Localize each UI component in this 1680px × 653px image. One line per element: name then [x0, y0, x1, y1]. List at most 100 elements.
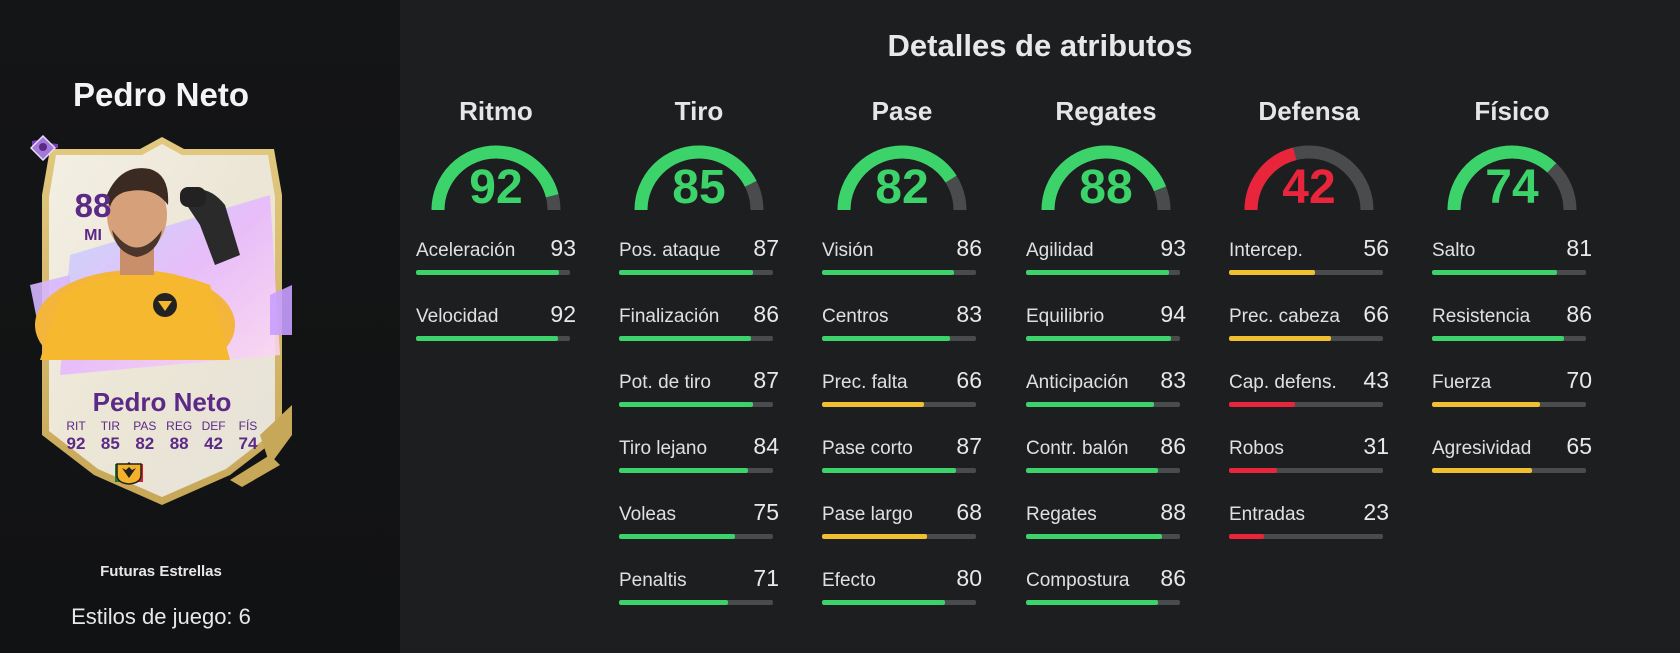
- attribute-row: Entradas 23: [1229, 492, 1389, 558]
- playstyles-count[interactable]: Estilos de juego: 6: [71, 604, 251, 629]
- attribute-row: Efecto 80: [822, 558, 982, 624]
- attribute-value: 75: [753, 499, 779, 525]
- attribute-bar-fill: [619, 336, 752, 341]
- attribute-column-1: Tiro 85 Pos. ataque 87 Finalización 86 P…: [619, 96, 779, 624]
- card-position: MI: [84, 227, 102, 244]
- attribute-name: Agresividad: [1432, 438, 1532, 459]
- attribute-value: 86: [1566, 301, 1592, 327]
- attribute-list: Intercep. 56 Prec. cabeza 66 Cap. defens…: [1229, 228, 1389, 558]
- attribute-bar: [1026, 600, 1180, 605]
- attribute-bar-fill: [416, 270, 560, 275]
- attribute-row: Velocidad 92: [416, 294, 576, 360]
- attribute-row: Finalización 86: [619, 294, 779, 360]
- attribute-bar-fill: [1432, 270, 1557, 275]
- attribute-name: Penaltis: [619, 570, 687, 591]
- attribute-bar-fill: [822, 534, 927, 539]
- attribute-bar-fill: [822, 468, 956, 473]
- attribute-value: 81: [1566, 235, 1592, 261]
- attribute-row: Prec. cabeza 66: [1229, 294, 1389, 360]
- attribute-bar: [619, 402, 773, 407]
- attribute-name: Resistencia: [1432, 306, 1531, 327]
- attribute-bar: [1026, 402, 1180, 407]
- category-gauge: 42: [1239, 140, 1379, 220]
- attribute-bar-fill: [1026, 336, 1171, 341]
- attribute-bar-fill: [822, 600, 946, 605]
- gauge-arc: [1447, 145, 1577, 211]
- promo-name: Futuras Estrellas: [100, 563, 222, 580]
- attribute-bar: [416, 336, 570, 341]
- attribute-bar-fill: [1026, 468, 1159, 473]
- attribute-row: Agresividad 65: [1432, 426, 1592, 492]
- attribute-value: 66: [956, 367, 982, 393]
- attribute-row: Fuerza 70: [1432, 360, 1592, 426]
- attribute-row: Pase corto 87: [822, 426, 982, 492]
- attribute-value: 56: [1363, 235, 1389, 261]
- player-card[interactable]: 88 MI Pedro Neto RIT 92 TIR 85 PAS 82 RE: [30, 135, 294, 507]
- attribute-row: Regates 88: [1026, 492, 1186, 558]
- card-stat-label: DEF: [201, 419, 226, 433]
- attribute-row: Agilidad 93: [1026, 228, 1186, 294]
- attribute-bar: [1432, 336, 1586, 341]
- attribute-row: Aceleración 93: [416, 228, 576, 294]
- attribute-name: Equilibrio: [1026, 306, 1105, 327]
- attribute-bar: [822, 270, 976, 275]
- attribute-value: 70: [1566, 367, 1592, 393]
- attribute-value: 86: [956, 235, 982, 261]
- attribute-value: 31: [1363, 433, 1389, 459]
- attribute-bar: [1432, 402, 1586, 407]
- player-panel: Pedro Neto: [0, 0, 400, 653]
- attribute-column-4: Defensa 42 Intercep. 56 Prec. cabeza 66 …: [1229, 96, 1389, 558]
- attribute-value: 93: [1160, 235, 1186, 261]
- attribute-name: Pos. ataque: [619, 240, 721, 261]
- attribute-value: 94: [1160, 301, 1186, 327]
- card-stat-fis: FÍS 74: [232, 419, 264, 454]
- attribute-bar: [822, 534, 976, 539]
- attribute-name: Pase largo: [822, 504, 913, 525]
- card-stat-value: 74: [238, 434, 258, 453]
- card-rating: 88: [74, 187, 112, 224]
- attribute-row: Penaltis 71: [619, 558, 779, 624]
- category-gauge: 85: [629, 140, 769, 220]
- attribute-value: 83: [1160, 367, 1186, 393]
- attribute-bar-fill: [416, 336, 558, 341]
- attribute-row: Robos 31: [1229, 426, 1389, 492]
- attribute-bar: [822, 402, 976, 407]
- card-stat-def: DEF 42: [198, 419, 230, 454]
- attribute-bar: [416, 270, 570, 275]
- attribute-bar: [619, 270, 773, 275]
- attribute-name: Visión: [822, 240, 874, 261]
- attribute-value: 43: [1363, 367, 1389, 393]
- attribute-row: Visión 86: [822, 228, 982, 294]
- attribute-bar-fill: [1026, 534, 1162, 539]
- attribute-bar-fill: [1229, 534, 1265, 539]
- gauge-arc: [1041, 145, 1171, 211]
- attribute-value: 80: [956, 565, 982, 591]
- attribute-name: Pase corto: [822, 438, 913, 459]
- attribute-list: Pos. ataque 87 Finalización 86 Pot. de t…: [619, 228, 779, 624]
- gauge-arc: [1244, 145, 1374, 211]
- card-stat-tir: TIR 85: [94, 419, 126, 454]
- attribute-row: Contr. balón 86: [1026, 426, 1186, 492]
- attribute-bar: [1432, 270, 1586, 275]
- attribute-bar-fill: [1026, 402, 1154, 407]
- attribute-row: Intercep. 56: [1229, 228, 1389, 294]
- gauge-arc: [837, 145, 967, 211]
- attribute-list: Salto 81 Resistencia 86 Fuerza 70 Agresi…: [1432, 228, 1592, 492]
- attribute-row: Pot. de tiro 87: [619, 360, 779, 426]
- attribute-name: Velocidad: [416, 306, 499, 327]
- card-player-name: Pedro Neto: [92, 387, 232, 417]
- card-stat-label: PAS: [133, 419, 157, 433]
- attribute-name: Aceleración: [416, 240, 516, 261]
- attribute-name: Agilidad: [1026, 240, 1094, 261]
- attribute-bar-fill: [1432, 336, 1565, 341]
- attribute-name: Robos: [1229, 438, 1284, 459]
- attribute-bar: [619, 468, 773, 473]
- category-name: Defensa: [1258, 96, 1360, 126]
- attribute-bar: [619, 600, 773, 605]
- attribute-row: Anticipación 83: [1026, 360, 1186, 426]
- card-stat-rit: RIT 92: [60, 419, 92, 454]
- attribute-name: Anticipación: [1026, 372, 1129, 393]
- attribute-name: Tiro lejano: [619, 438, 708, 459]
- attribute-bar-fill: [1432, 402, 1540, 407]
- attribute-name: Regates: [1026, 504, 1097, 525]
